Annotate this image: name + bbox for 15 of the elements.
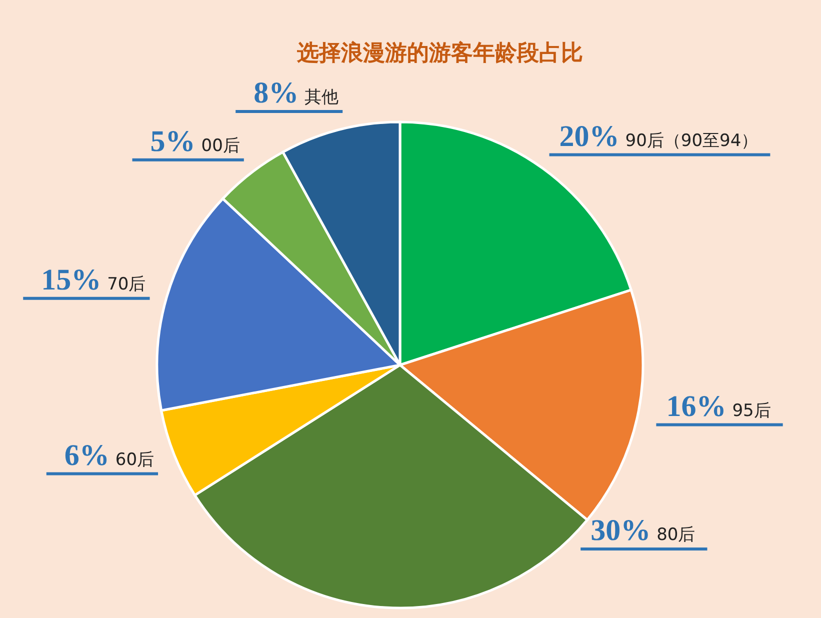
data-label: 16% <box>666 390 726 423</box>
data-label: 8% <box>254 76 299 110</box>
data-label: 5% <box>150 124 196 158</box>
slice-label: 70后 <box>107 274 146 294</box>
data-label: 20% <box>559 120 620 153</box>
data-label: 30% <box>590 514 651 547</box>
slice-label: 其他 <box>304 88 339 108</box>
slice-label: 95后 <box>732 400 771 421</box>
chart-title: 选择浪漫游的游客年龄段占比 <box>296 40 583 66</box>
slice-label: 60后 <box>115 450 154 470</box>
data-label: 6% <box>64 438 110 472</box>
slice-label: 00后 <box>201 136 240 156</box>
data-label: 15% <box>41 263 102 296</box>
slice-label: 90后（90至94） <box>625 130 758 151</box>
slice-label: 80后 <box>656 525 696 545</box>
